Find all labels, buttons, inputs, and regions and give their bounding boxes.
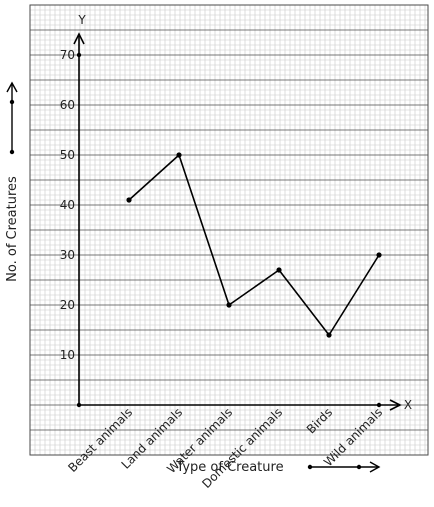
data-point bbox=[376, 252, 382, 258]
series-line bbox=[128, 154, 380, 336]
data-point bbox=[126, 197, 132, 203]
y-tick-label: 70 bbox=[60, 48, 75, 62]
plot-border bbox=[29, 4, 429, 456]
x-axis-title: Type of Creature bbox=[175, 460, 283, 475]
y-tick-label: 20 bbox=[60, 298, 75, 312]
series-line bbox=[126, 152, 382, 338]
data-point bbox=[176, 152, 182, 158]
data-point bbox=[326, 332, 332, 338]
x-direction-point bbox=[356, 464, 362, 470]
y-tick-labels: 10 20 30 40 50 60 70 bbox=[60, 48, 75, 362]
data-point bbox=[276, 267, 282, 273]
x-axis-letter: X bbox=[404, 398, 412, 412]
decorations bbox=[6, 81, 381, 473]
y-tick-label: 30 bbox=[60, 248, 75, 262]
y-axis-letter: Y bbox=[77, 13, 86, 27]
y-direction-arrow-head bbox=[6, 81, 18, 93]
y-tick-label: 40 bbox=[60, 198, 75, 212]
y-axis-title: No. of Creatures bbox=[5, 176, 20, 282]
grid bbox=[29, 4, 429, 456]
y-tick-label: 10 bbox=[60, 348, 75, 362]
x-axis-end-point bbox=[376, 402, 382, 408]
axes bbox=[73, 32, 402, 411]
y-direction-point bbox=[9, 99, 15, 105]
x-axis-arrow bbox=[389, 399, 402, 411]
y-axis-top-point bbox=[76, 52, 82, 58]
y-axis-arrow bbox=[73, 32, 85, 45]
data-point bbox=[226, 302, 232, 308]
x-direction-point bbox=[307, 464, 313, 470]
y-tick-label: 60 bbox=[60, 98, 75, 112]
y-tick-label: 50 bbox=[60, 148, 75, 162]
x-direction-arrow-head bbox=[369, 461, 381, 473]
origin-point bbox=[76, 402, 82, 408]
y-direction-point bbox=[9, 149, 15, 155]
